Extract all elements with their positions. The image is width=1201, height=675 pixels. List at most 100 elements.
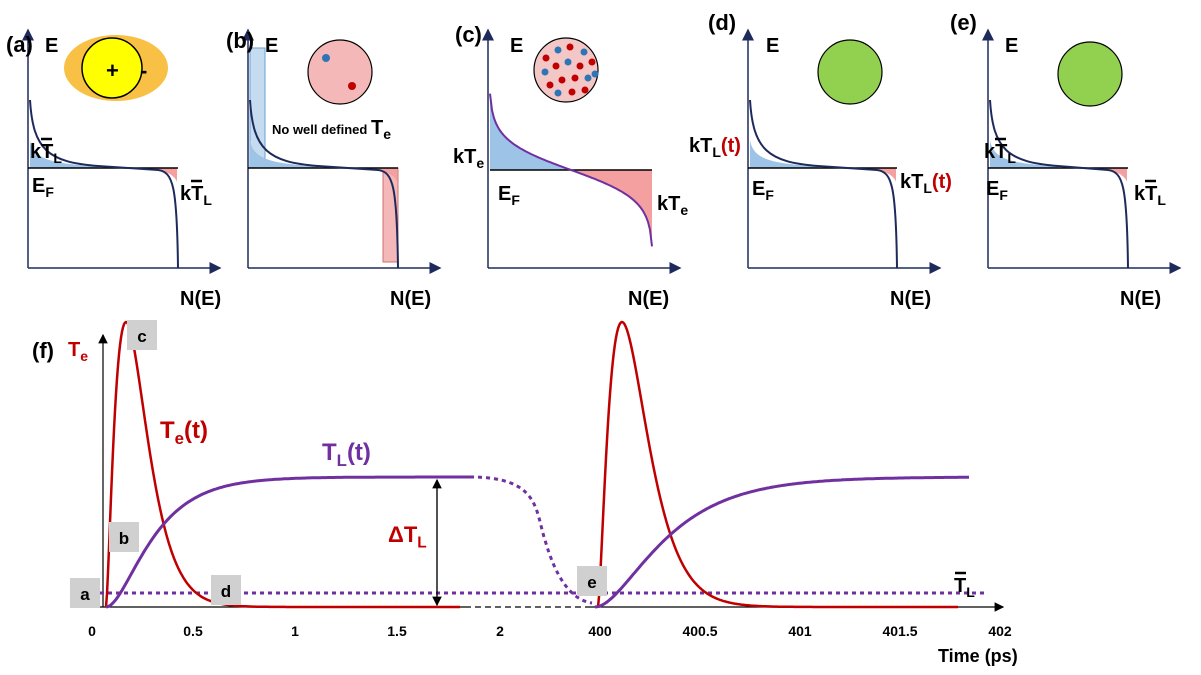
x-tick-label: 400 xyxy=(588,623,612,639)
label-main: T xyxy=(322,439,337,466)
stage-label: c xyxy=(137,327,146,346)
hole xyxy=(571,74,579,82)
label-sub: e xyxy=(383,126,391,142)
label-sub: L xyxy=(1007,150,1016,166)
thermal-label: kTL xyxy=(30,141,62,166)
electron-temperature xyxy=(104,320,460,609)
label-sub: e xyxy=(476,155,484,171)
hole xyxy=(568,88,576,96)
axis-label: N(E) xyxy=(1120,288,1161,310)
label-main: T xyxy=(68,339,80,361)
x-tick-label: 402 xyxy=(988,623,1012,639)
x-tick-label: 401.5 xyxy=(882,623,917,639)
label-main: kT xyxy=(689,135,712,157)
label-main: E xyxy=(498,183,511,205)
thermal-label: kTL(t) xyxy=(900,171,952,196)
hole xyxy=(581,86,589,94)
distribution-curve xyxy=(489,93,653,247)
axis-label: E xyxy=(45,35,58,57)
label-main: kT xyxy=(984,141,1007,163)
label-suffix: (t) xyxy=(347,439,371,466)
fermi-label: EF xyxy=(32,175,54,200)
hole xyxy=(588,58,596,66)
panel-label: (f) xyxy=(32,338,54,363)
label-main: ΔT xyxy=(388,522,418,547)
electron xyxy=(591,70,599,78)
label-sub: F xyxy=(45,184,54,200)
ion xyxy=(81,37,143,99)
fermi-label: EF xyxy=(498,183,520,208)
label-main: kT xyxy=(1134,183,1157,205)
stage-marker xyxy=(70,578,100,608)
depleted-excess xyxy=(358,168,397,182)
label-main: kT xyxy=(900,171,923,193)
electron xyxy=(580,48,588,56)
electron xyxy=(564,58,572,66)
label-sub: L xyxy=(53,150,62,166)
hole xyxy=(552,62,560,70)
thermal-label: kTL xyxy=(180,183,212,208)
axis-label: E xyxy=(510,35,523,57)
stage-marker xyxy=(577,566,607,596)
label-sub: L xyxy=(203,192,212,208)
curve-label: Te(t) xyxy=(160,417,208,448)
hole xyxy=(566,43,574,51)
label-main: E xyxy=(32,175,45,197)
x-tick-label: 0.5 xyxy=(183,623,203,639)
axis-label: N(E) xyxy=(890,288,931,310)
axis-label: N(E) xyxy=(390,288,431,310)
occupied-excess xyxy=(30,140,98,168)
stage-label: b xyxy=(119,529,129,548)
axis-label: E xyxy=(766,35,779,57)
note: No well defined Te xyxy=(272,117,391,142)
panel-label: (d) xyxy=(708,10,736,35)
panel-label: (a) xyxy=(6,32,33,57)
stage-marker xyxy=(109,522,139,552)
electron xyxy=(554,46,562,54)
stage-label: e xyxy=(587,573,596,592)
hole xyxy=(576,62,584,70)
distribution-curve xyxy=(29,99,179,269)
label-main: E xyxy=(986,178,999,200)
occupied-excess xyxy=(490,93,571,170)
stage-label: d xyxy=(221,582,231,601)
label-sub: F xyxy=(999,187,1008,203)
label-sub: e xyxy=(80,348,88,364)
depleted-excess xyxy=(1088,168,1127,182)
depleted-excess xyxy=(138,168,177,182)
lattice-temperature xyxy=(594,475,969,609)
label-suffix: (t) xyxy=(721,135,741,157)
axis-label: N(E) xyxy=(628,288,669,310)
depleted-excess xyxy=(571,170,652,247)
x-tick-label: 400.5 xyxy=(682,623,717,639)
delta-label: ΔTL xyxy=(388,522,427,552)
thermalized-gas xyxy=(1057,41,1123,107)
electron-gas xyxy=(307,39,373,105)
hole xyxy=(348,82,356,90)
x-tick-label: 1 xyxy=(291,623,299,639)
hole xyxy=(542,54,550,62)
label-sub: L xyxy=(337,451,347,470)
thermal-label: kTL(t) xyxy=(689,135,741,160)
panel-label: (c) xyxy=(455,22,482,47)
distribution-curve xyxy=(749,99,898,269)
fermi-label: EF xyxy=(986,178,1008,203)
axis-label: E xyxy=(1005,35,1018,57)
label-main: E xyxy=(752,178,765,200)
thermal-label: kTL xyxy=(984,141,1016,166)
x-tick-label: 401 xyxy=(788,623,812,639)
label-main: kT xyxy=(30,141,53,163)
electron xyxy=(322,54,330,62)
label-sub: L xyxy=(712,144,721,160)
fermi-label: EF xyxy=(752,178,774,203)
electron xyxy=(541,68,549,76)
x-tick-label: 0 xyxy=(88,623,96,639)
charge: - xyxy=(140,58,147,83)
axis-label: Time (ps) xyxy=(938,646,1018,666)
electron xyxy=(554,89,562,97)
label-main: kT xyxy=(657,193,680,215)
thermal-label: kTe xyxy=(453,146,484,171)
occupied-excess xyxy=(990,140,1058,168)
label-sub: e xyxy=(680,202,688,218)
